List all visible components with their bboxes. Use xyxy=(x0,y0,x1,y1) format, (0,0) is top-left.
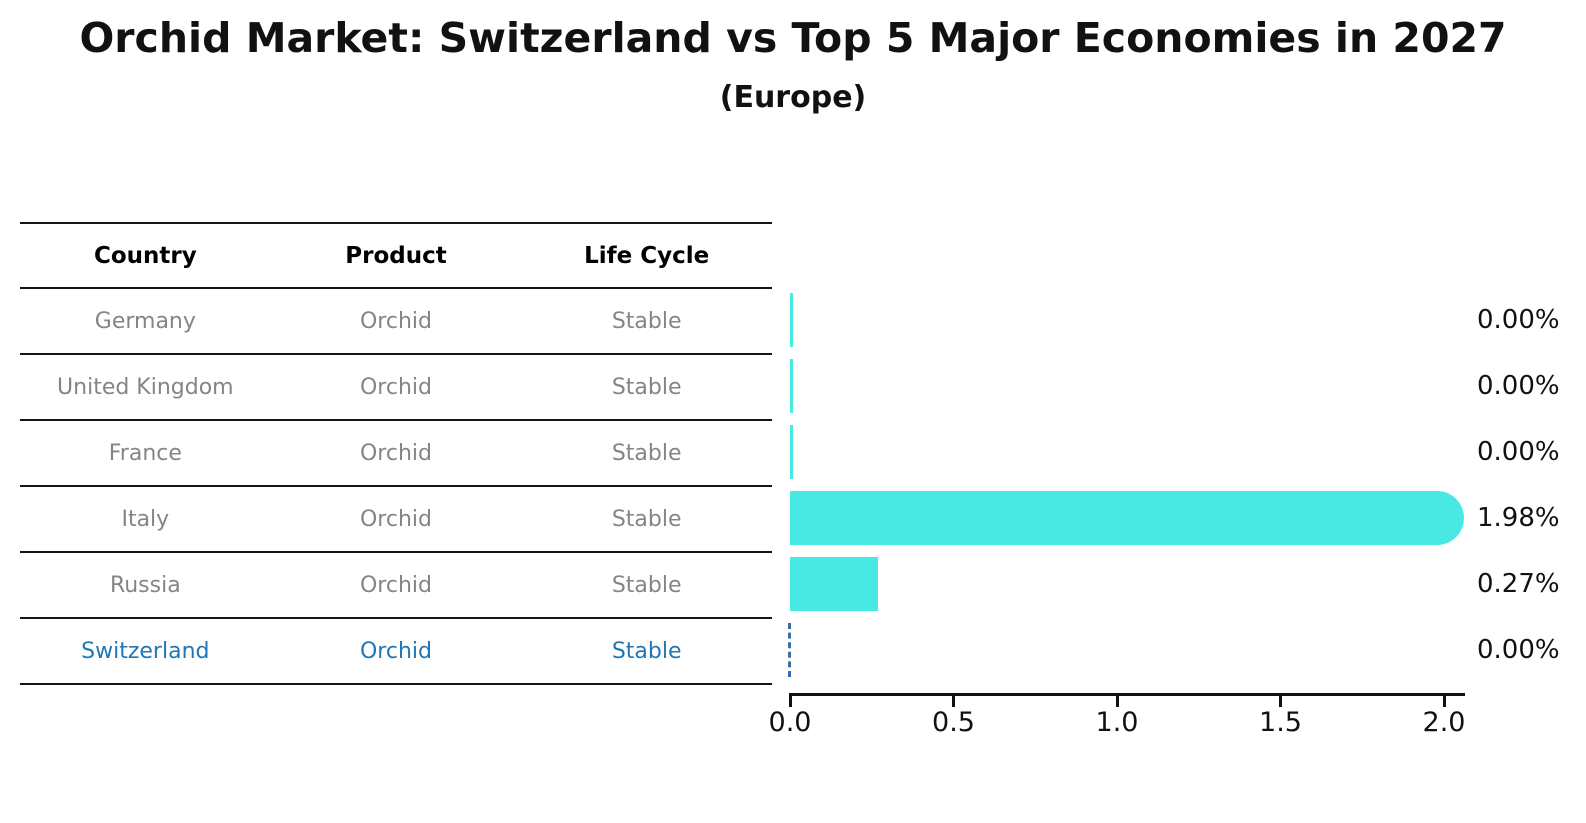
table-cell-product: Orchid xyxy=(359,572,432,598)
table-body: Germany Orchid Stable United Kingdom Orchid S… xyxy=(20,289,772,685)
table-cell-country: Italy xyxy=(121,506,170,532)
bar xyxy=(790,293,793,347)
table-cell-country: France xyxy=(108,440,182,466)
table-row: Russia Orchid Stable xyxy=(20,553,772,619)
bar xyxy=(790,425,793,479)
bar-value-label: 0.27% xyxy=(1477,569,1560,599)
table-header-row: Country Product Life Cycle xyxy=(20,224,772,289)
x-axis-tick xyxy=(788,695,792,707)
header-life-cycle: Life Cycle xyxy=(584,242,710,269)
table-cell-life-cycle: Stable xyxy=(611,440,682,466)
table-cell-life-cycle: Stable xyxy=(611,506,682,532)
x-axis-tick-label: 2.0 xyxy=(1422,707,1466,738)
bar-value-label: 0.00% xyxy=(1477,437,1560,467)
x-axis-line xyxy=(789,693,1465,696)
table-cell-life-cycle: Stable xyxy=(611,308,682,334)
table-cell-product: Orchid xyxy=(359,638,432,664)
x-axis-tick xyxy=(1442,695,1446,707)
bar xyxy=(790,557,879,611)
x-axis-tick-label: 1.5 xyxy=(1259,707,1302,738)
table-cell-country: United Kingdom xyxy=(57,374,234,400)
header-country: Country xyxy=(93,242,197,269)
table-cell-product: Orchid xyxy=(359,308,432,334)
table-row: Germany Orchid Stable xyxy=(20,289,772,355)
x-axis-tick-label: 0.0 xyxy=(768,707,812,738)
bar xyxy=(790,491,1465,545)
x-axis-tick xyxy=(1279,695,1282,707)
header-product: Product xyxy=(345,242,447,269)
x-axis-tick-label: 1.0 xyxy=(1095,707,1139,738)
table-cell-life-cycle: Stable xyxy=(611,374,682,400)
bar xyxy=(790,359,793,413)
bar-value-label: 0.00% xyxy=(1477,371,1560,401)
table-cell-life-cycle: Stable xyxy=(611,572,682,598)
chart-subtitle: (Europe) xyxy=(719,80,867,115)
bar-value-label: 0.00% xyxy=(1477,635,1560,665)
table-cell-life-cycle: Stable xyxy=(611,638,682,664)
x-axis-tick xyxy=(1115,695,1119,707)
x-axis-tick xyxy=(952,695,955,707)
table-row: Switzerland Orchid Stable xyxy=(20,619,772,685)
chart-title: Orchid Market: Switzerland vs Top 5 Majo… xyxy=(79,14,1507,62)
bar-value-label: 0.00% xyxy=(1477,305,1560,335)
table-row: France Orchid Stable xyxy=(20,421,772,487)
table-row: United Kingdom Orchid Stable xyxy=(20,355,772,421)
country-table: Country Product Life Cycle Germany Orchid… xyxy=(20,222,772,685)
table-cell-country: Russia xyxy=(109,572,181,598)
bar-value-label: 1.98% xyxy=(1477,503,1560,533)
table-cell-country: Switzerland xyxy=(81,638,210,664)
table-row: Italy Orchid Stable xyxy=(20,487,772,553)
highlight-dashed-zero-marker xyxy=(788,623,791,677)
x-axis-tick-label: 0.5 xyxy=(932,707,975,738)
table-cell-product: Orchid xyxy=(359,440,432,466)
table-cell-country: Germany xyxy=(94,308,196,334)
table-cell-product: Orchid xyxy=(359,506,432,532)
table-cell-product: Orchid xyxy=(359,374,432,400)
